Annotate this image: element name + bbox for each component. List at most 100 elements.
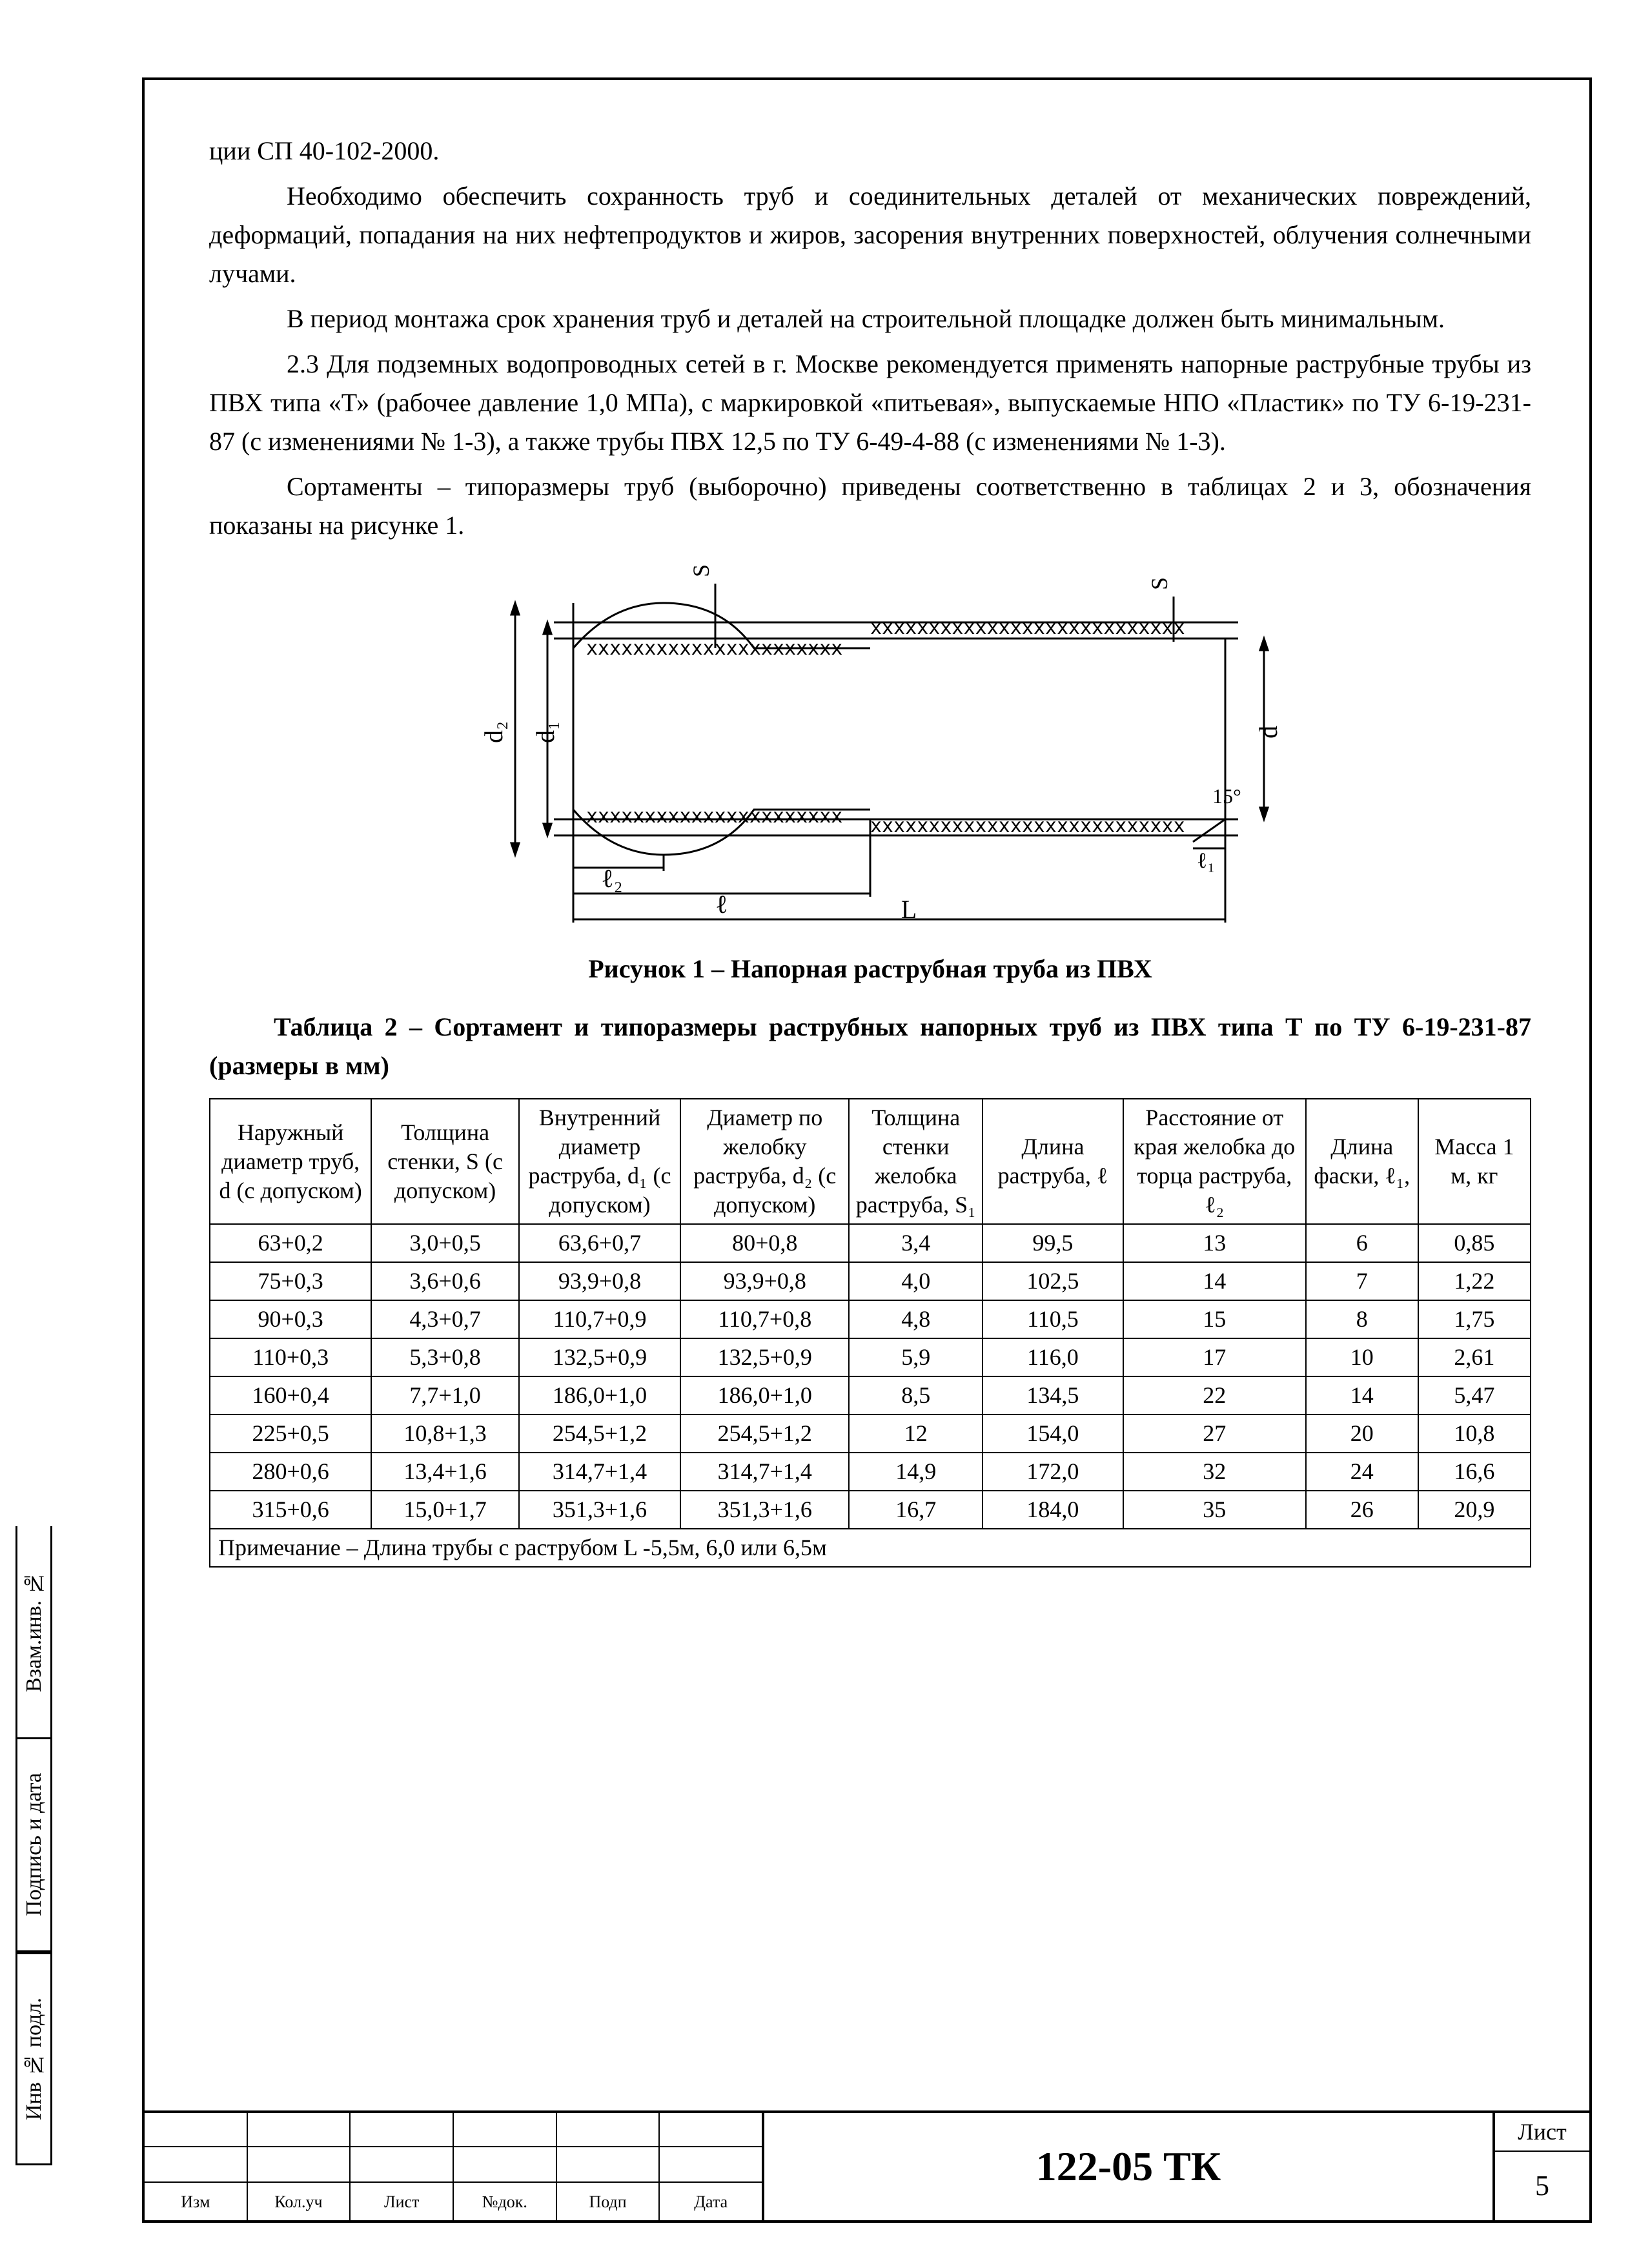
table-cell: 225+0,5	[210, 1415, 371, 1453]
table-cell: 17	[1123, 1338, 1306, 1376]
title-block-small-cell: №док.	[454, 2183, 557, 2220]
body-para-2: В период монтажа срок хранения труб и де…	[209, 300, 1531, 338]
table-cell: 172,0	[983, 1453, 1123, 1491]
table-cell: 10,8+1,3	[371, 1415, 519, 1453]
svg-text:d: d	[1254, 726, 1283, 739]
table-cell: 4,3+0,7	[371, 1300, 519, 1338]
side-label-strip: Взам.инв. № Подпись и дата Инв № подл.	[15, 1526, 145, 2165]
table-cell: 80+0,8	[680, 1224, 849, 1262]
table-cell: 186,0+1,0	[680, 1376, 849, 1415]
table-cell: 7,7+1,0	[371, 1376, 519, 1415]
table-cell: 110,7+0,9	[519, 1300, 680, 1338]
table-cell: 90+0,3	[210, 1300, 371, 1338]
table-cell: 22	[1123, 1376, 1306, 1415]
table-cell: 3,0+0,5	[371, 1224, 519, 1262]
table-cell: 280+0,6	[210, 1453, 371, 1491]
table-cell: 5,47	[1418, 1376, 1531, 1415]
table-cell: 2,61	[1418, 1338, 1531, 1376]
table-cell: 6	[1306, 1224, 1418, 1262]
table-cell: 35	[1123, 1491, 1306, 1529]
table-cell: 110,5	[983, 1300, 1123, 1338]
table-cell: 13,4+1,6	[371, 1453, 519, 1491]
doc-number: 122-05 ТК	[764, 2113, 1492, 2220]
table-cell: 8	[1306, 1300, 1418, 1338]
title-block: ИзмКол.учЛист№док.ПодпДата 122-05 ТК Лис…	[145, 2110, 1589, 2220]
table-cell: 93,9+0,8	[519, 1262, 680, 1300]
title-block-small-cell: Лист	[351, 2183, 454, 2220]
table-cell: 110,7+0,8	[680, 1300, 849, 1338]
table-cell: 254,5+1,2	[519, 1415, 680, 1453]
table-header-cell: Внутренний диаметр раструба, d₁ (с допус…	[519, 1099, 680, 1224]
table-cell: 5,9	[849, 1338, 983, 1376]
table-row: 110+0,35,3+0,8132,5+0,9132,5+0,95,9116,0…	[210, 1338, 1531, 1376]
content-area: ции СП 40-102-2000. Необходимо обеспечит…	[145, 80, 1589, 1580]
svg-text:S₁: S₁	[688, 564, 714, 577]
table-cell: 132,5+0,9	[519, 1338, 680, 1376]
page-frame: Взам.инв. № Подпись и дата Инв № подл. ц…	[142, 77, 1592, 2223]
table-header-cell: Расстояние от края желобка до торца раст…	[1123, 1099, 1306, 1224]
table-cell: 314,7+1,4	[519, 1453, 680, 1491]
table-cell: 13	[1123, 1224, 1306, 1262]
table-cell: 7	[1306, 1262, 1418, 1300]
table-header-cell: Диаметр по желобку раструба, d₂ (с допус…	[680, 1099, 849, 1224]
table-row: 315+0,615,0+1,7351,3+1,6351,3+1,616,7184…	[210, 1491, 1531, 1529]
table-cell: 63,6+0,7	[519, 1224, 680, 1262]
table-cell: 134,5	[983, 1376, 1123, 1415]
table-note: Примечание – Длина трубы с раструбом L -…	[210, 1529, 1531, 1567]
table-cell: 4,0	[849, 1262, 983, 1300]
table-cell: 20,9	[1418, 1491, 1531, 1529]
table-cell: 24	[1306, 1453, 1418, 1491]
figure-1-diagram: xxxxxxxxxxxxxxxxxxxxxxxxxxx xxxxxxxxxxxx…	[209, 564, 1531, 937]
table-cell: 20	[1306, 1415, 1418, 1453]
svg-text:L: L	[901, 895, 917, 924]
table-cell: 0,85	[1418, 1224, 1531, 1262]
table-cell: 10	[1306, 1338, 1418, 1376]
side-label-podpis: Подпись и дата	[15, 1739, 52, 1952]
table-cell: 12	[849, 1415, 983, 1453]
table-cell: 10,8	[1418, 1415, 1531, 1453]
title-block-small-cell: Кол.уч	[248, 2183, 351, 2220]
table-cell: 1,22	[1418, 1262, 1531, 1300]
table-cell: 132,5+0,9	[680, 1338, 849, 1376]
table-cell: 154,0	[983, 1415, 1123, 1453]
table-cell: 4,8	[849, 1300, 983, 1338]
body-para-3: 2.3 Для подземных водопроводных сетей в …	[209, 345, 1531, 461]
svg-text:15°: 15°	[1212, 784, 1241, 808]
table-row: 75+0,33,6+0,693,9+0,893,9+0,84,0102,5147…	[210, 1262, 1531, 1300]
table-header-cell: Длина фаски, ℓ₁,	[1306, 1099, 1418, 1224]
table-cell: 254,5+1,2	[680, 1415, 849, 1453]
svg-text:xxxxxxxxxxxxxxxxxxxxxxxxxxx: xxxxxxxxxxxxxxxxxxxxxxxxxxx	[870, 617, 1185, 639]
table-cell: 1,75	[1418, 1300, 1531, 1338]
table-cell: 102,5	[983, 1262, 1123, 1300]
table-header-cell: Толщина стенки желобка раструба, S₁	[849, 1099, 983, 1224]
table-cell: 15,0+1,7	[371, 1491, 519, 1529]
table-cell: 99,5	[983, 1224, 1123, 1262]
table-cell: 93,9+0,8	[680, 1262, 849, 1300]
table-cell: 160+0,4	[210, 1376, 371, 1415]
table-cell: 3,4	[849, 1224, 983, 1262]
table-2-caption: Таблица 2 – Сортамент и типоразмеры раст…	[209, 1008, 1531, 1085]
table-cell: 5,3+0,8	[371, 1338, 519, 1376]
table-cell: 315+0,6	[210, 1491, 371, 1529]
figure-1-caption: Рисунок 1 – Напорная раструбная труба из…	[209, 950, 1531, 988]
svg-text:ℓ₁: ℓ₁	[1197, 849, 1215, 873]
table-row: 280+0,613,4+1,6314,7+1,4314,7+1,414,9172…	[210, 1453, 1531, 1491]
body-para-1: Необходимо обеспечить сохранность труб и…	[209, 177, 1531, 293]
table-header-cell: Длина раструба, ℓ	[983, 1099, 1123, 1224]
title-block-small-cell: Подп	[557, 2183, 660, 2220]
svg-text:d₂: d₂	[479, 721, 508, 743]
body-para-0: ции СП 40-102-2000.	[209, 132, 1531, 170]
table-header-cell: Масса 1 м, кг	[1418, 1099, 1531, 1224]
side-label-inv: Инв № подл.	[15, 1952, 52, 2165]
table-cell: 26	[1306, 1491, 1418, 1529]
table-cell: 110+0,3	[210, 1338, 371, 1376]
svg-text:ℓ: ℓ	[715, 890, 728, 919]
table-cell: 351,3+1,6	[519, 1491, 680, 1529]
sheet-label: Лист	[1495, 2113, 1589, 2152]
table-header-cell: Наружный диаметр труб, d (с допуском)	[210, 1099, 371, 1224]
table-cell: 8,5	[849, 1376, 983, 1415]
svg-text:S: S	[1146, 577, 1172, 590]
svg-text:ℓ₂: ℓ₂	[601, 864, 622, 893]
svg-text:d₁: d₁	[531, 721, 560, 743]
svg-text:xxxxxxxxxxxxxxxxxxxxxxxxxxx: xxxxxxxxxxxxxxxxxxxxxxxxxxx	[870, 815, 1185, 837]
